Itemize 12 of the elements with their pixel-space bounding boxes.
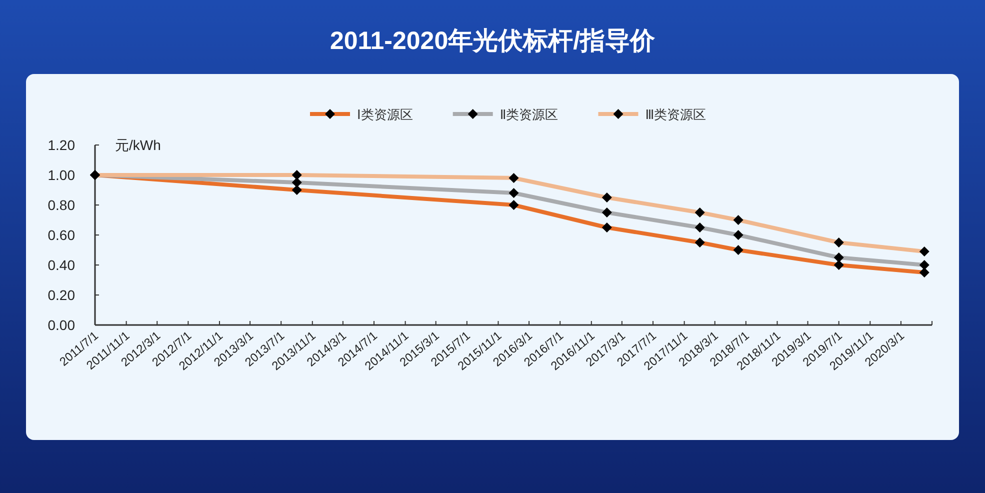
chart-title: 2011-2020年光伏标杆/指导价 xyxy=(330,27,656,55)
y-tick-label: 0.00 xyxy=(48,317,76,333)
legend-label: Ⅰ类资源区 xyxy=(357,107,413,122)
legend-label: Ⅱ类资源区 xyxy=(500,107,558,122)
y-tick-label: 0.60 xyxy=(48,227,76,243)
y-tick-label: 0.80 xyxy=(48,197,76,213)
y-tick-label: 1.00 xyxy=(48,167,76,183)
y-tick-label: 1.20 xyxy=(48,137,76,153)
y-axis-title: 元/kWh xyxy=(115,137,161,153)
legend-label: Ⅲ类资源区 xyxy=(645,107,706,122)
y-tick-label: 0.20 xyxy=(48,287,76,303)
y-tick-label: 0.40 xyxy=(48,257,76,273)
